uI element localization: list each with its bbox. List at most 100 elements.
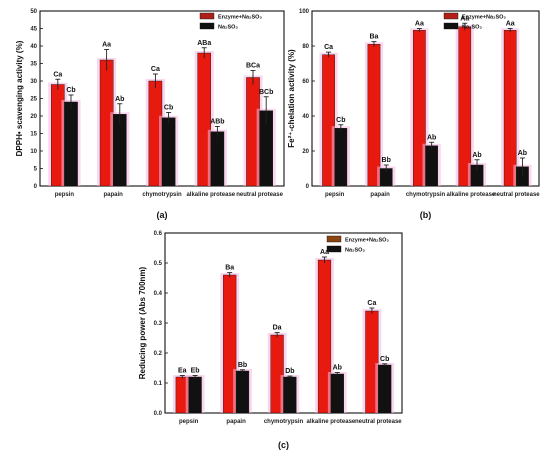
y-tick-label: 0.4 <box>154 291 163 297</box>
significance-label: BCa <box>246 63 260 70</box>
significance-label: Ca <box>367 300 376 307</box>
significance-label: Aa <box>415 21 424 28</box>
bar-na2so3 <box>210 131 225 187</box>
significance-label: Cb <box>336 117 345 124</box>
significance-label: Aa <box>320 249 329 256</box>
category-label: papain <box>104 192 124 198</box>
category-label: alkaline protease <box>447 192 496 198</box>
significance-label: Bb <box>238 362 247 369</box>
significance-label: Cb <box>380 356 389 363</box>
legend-swatch <box>326 235 342 243</box>
y-tick-label: 80 <box>302 44 309 50</box>
significance-label: Ca <box>53 71 62 78</box>
bar-enzyme-na2so3 <box>503 30 517 187</box>
significance-label: Aa <box>102 42 111 49</box>
y-tick-label: 5 <box>34 167 38 173</box>
bar-enzyme-na2so3 <box>458 26 472 187</box>
bar-na2so3 <box>378 364 392 414</box>
significance-label: Ba <box>369 34 378 41</box>
y-tick-label: 50 <box>30 9 37 15</box>
y-axis-label: DPPH• scavenging activity (%) <box>15 40 24 156</box>
bar-na2so3 <box>64 101 78 187</box>
panel-label: (c) <box>278 440 289 450</box>
significance-label: Ab <box>333 365 342 372</box>
legend-swatch <box>199 22 215 30</box>
y-tick-label: 15 <box>30 132 37 138</box>
bar-na2so3 <box>112 114 127 187</box>
y-tick-label: 20 <box>30 114 37 120</box>
y-tick-label: 0 <box>306 184 310 190</box>
significance-label: ABb <box>210 119 224 126</box>
significance-label: Ab <box>427 134 436 141</box>
significance-label: Ca <box>151 66 160 73</box>
significance-label: Ab <box>472 152 481 159</box>
y-tick-label: 0.2 <box>154 351 163 357</box>
legend-label: Enzyme+Na₂SO₃ <box>218 15 262 21</box>
y-tick-label: 0 <box>34 184 38 190</box>
y-tick-label: 20 <box>302 149 309 155</box>
significance-label: Eb <box>191 368 200 375</box>
y-axis-label: Reducing power (Abs 700nm) <box>138 266 147 379</box>
significance-label: Ba <box>225 265 234 272</box>
legend-swatch <box>443 22 459 30</box>
bar-na2so3 <box>334 128 348 187</box>
category-label: neutral protease <box>493 192 540 198</box>
y-tick-label: 40 <box>302 114 309 120</box>
legend: Enzyme+Na₂SO₃ Na₂SO₃ <box>443 12 506 31</box>
legend-label: Na₂SO₃ <box>218 25 238 31</box>
legend-label: Enzyme+Na₂SO₃ <box>462 15 506 21</box>
category-label: alkaline protease <box>186 192 235 198</box>
legend-swatch <box>199 12 215 20</box>
significance-label: Bb <box>382 157 391 164</box>
significance-label: Ca <box>324 44 333 51</box>
y-tick-label: 0.1 <box>154 381 163 387</box>
significance-label: Ab <box>115 96 124 103</box>
significance-label: Db <box>285 368 294 375</box>
panel-label: (b) <box>420 210 432 220</box>
y-tick-label: 0.3 <box>154 321 163 327</box>
bar-na2so3 <box>235 370 250 414</box>
bar-na2so3 <box>161 117 176 187</box>
legend-swatch <box>443 12 459 20</box>
panel-label: (a) <box>157 210 168 220</box>
legend: Enzyme+Na₂SO₃ Na₂SO₃ <box>199 12 262 31</box>
chart-panel-3: 0.0 0.1 0.2 0.3 0.4 0.5 0.6 Reducing power (Abs… <box>138 231 403 450</box>
significance-label: Cb <box>164 105 173 112</box>
category-label: alkaline protease <box>307 419 356 425</box>
chart-panel-2: 0 20 40 60 80 100 Fe²⁺-chelation activity (%) p… <box>287 9 540 220</box>
y-axis-label: Fe²⁺-chelation activity (%) <box>287 49 296 148</box>
bar-na2so3 <box>188 376 202 414</box>
y-tick-label: 0.0 <box>154 411 163 417</box>
bar-na2so3 <box>330 373 344 414</box>
y-tick-label: 60 <box>302 79 309 85</box>
bar-na2so3 <box>425 145 438 187</box>
bar-na2so3 <box>283 376 297 414</box>
legend-swatch <box>326 245 342 253</box>
category-label: chymotrypsin <box>142 192 182 198</box>
y-tick-label: 0.5 <box>154 261 163 267</box>
significance-label: Cb <box>66 87 75 94</box>
legend-label: Na₂SO₃ <box>462 25 482 31</box>
significance-label: Ab <box>518 150 527 157</box>
y-tick-label: 100 <box>299 9 310 15</box>
category-label: chymotrypsin <box>406 192 446 198</box>
y-tick-label: 35 <box>30 62 37 68</box>
legend: Enzyme+Na₂SO₃ Na₂SO₃ <box>326 235 389 254</box>
category-label: neutral protease <box>236 192 283 198</box>
significance-label: BCb <box>259 89 273 96</box>
significance-label: ABa <box>197 40 211 47</box>
category-label: papain <box>226 419 246 425</box>
significance-label: Aa <box>506 21 515 28</box>
y-tick-label: 30 <box>30 79 37 85</box>
significance-label: Ea <box>178 368 187 375</box>
bar-enzyme-na2so3 <box>367 44 381 187</box>
y-tick-label: 25 <box>30 97 37 103</box>
significance-label: Da <box>273 325 282 332</box>
y-tick-label: 10 <box>30 149 37 155</box>
y-tick-label: 40 <box>30 44 37 50</box>
significance-label: Aa <box>460 15 469 22</box>
category-label: chymotrypsin <box>264 419 304 425</box>
y-tick-label: 45 <box>30 27 37 33</box>
category-label: pepsin <box>179 419 199 425</box>
